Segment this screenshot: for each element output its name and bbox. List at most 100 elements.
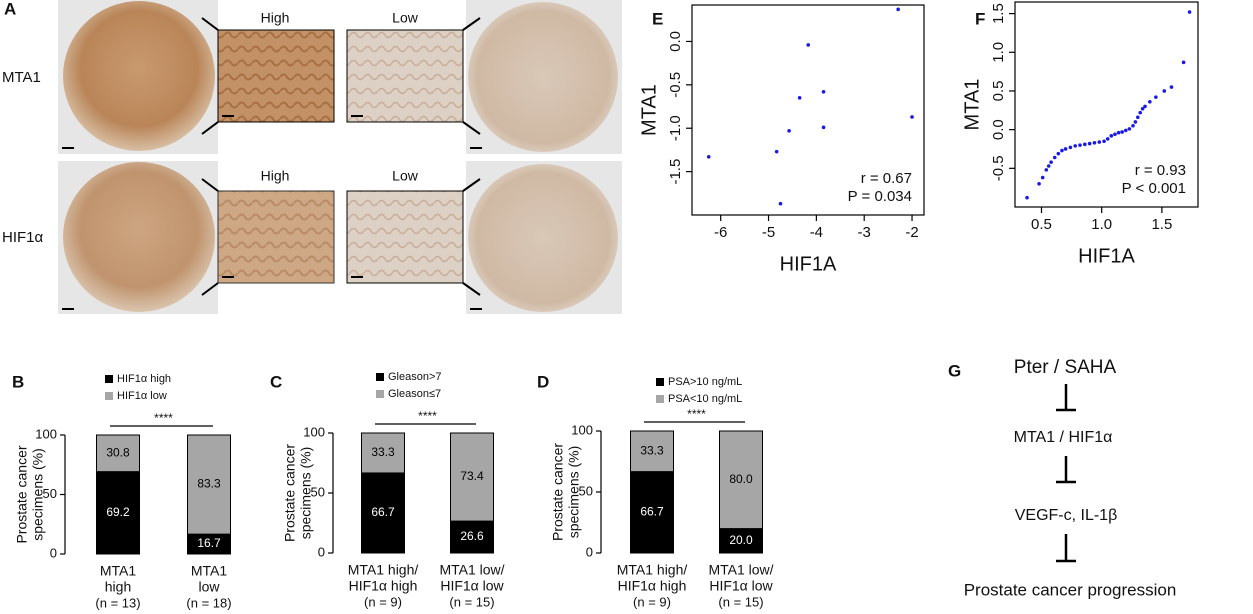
point <box>1052 155 1057 160</box>
value-label: 26.6 <box>460 529 484 543</box>
y-tick-label: 0.0 <box>667 31 684 52</box>
point <box>1105 137 1110 141</box>
zoom-image <box>346 190 464 284</box>
tissue-core <box>468 2 618 152</box>
significance-label: **** <box>687 407 706 421</box>
point <box>778 201 783 206</box>
y-tick-label: 0.0 <box>990 119 1007 140</box>
y-tick-label: -1.0 <box>667 115 684 141</box>
y-axis-label: Prostate cancer <box>550 443 566 541</box>
bar-segment <box>630 430 674 473</box>
tissue-core <box>468 164 618 312</box>
n-label: (n = 9) <box>633 594 671 609</box>
x-tick-label: HIF1α low <box>440 578 504 594</box>
bar-segment <box>719 528 763 554</box>
bar-segment <box>450 432 494 522</box>
bar-segment <box>630 471 674 554</box>
point <box>1102 139 1106 144</box>
x-tick-label: HIF1α high <box>618 578 687 594</box>
point <box>1049 160 1053 164</box>
panel-label: G <box>948 361 961 380</box>
point <box>1097 140 1102 144</box>
point <box>1131 123 1135 128</box>
y-tick-label: 0.5 <box>990 81 1007 102</box>
zoom-image <box>217 29 335 123</box>
point <box>1046 164 1051 168</box>
point <box>910 115 914 119</box>
zoom-label: Low <box>392 10 419 26</box>
plot-frame <box>1014 1 1199 208</box>
x-tick-label: -5 <box>762 224 775 241</box>
annotation: r = 0.93 <box>1135 162 1186 179</box>
legend-label: PSA<10 ng/mL <box>668 393 742 405</box>
point <box>1113 132 1117 137</box>
y-tick-label: 50 <box>311 484 325 499</box>
y-axis-label: specimens (%) <box>566 446 582 539</box>
legend-label: Gleason>7 <box>388 371 442 383</box>
panel-a-images <box>58 0 622 314</box>
row-label: HIF1α <box>2 229 44 246</box>
tissue-core <box>63 162 215 312</box>
x-tick-label: MTA1 high/ <box>348 562 419 578</box>
point <box>1123 128 1128 133</box>
annotation: P = 0.034 <box>848 188 912 205</box>
flow-step: Prostate cancer progression <box>964 580 1177 599</box>
point <box>1162 89 1167 93</box>
point <box>896 7 900 12</box>
point <box>1092 140 1097 145</box>
plot-frame <box>691 4 925 216</box>
value-label: 69.2 <box>106 505 130 519</box>
row-label: MTA1 <box>2 69 41 86</box>
point <box>1136 115 1140 120</box>
point <box>806 43 811 47</box>
x-tick-label: 0.5 <box>1031 216 1052 233</box>
value-label: 73.4 <box>460 469 484 483</box>
x-tick-label: -3 <box>858 224 871 241</box>
point <box>1037 181 1041 186</box>
legend-swatch <box>376 373 384 381</box>
point <box>1154 95 1158 99</box>
legend-label: HIF1α low <box>117 390 167 402</box>
point <box>1056 151 1061 156</box>
value-label: 33.3 <box>640 443 664 457</box>
point <box>797 96 802 100</box>
y-tick-label: -0.5 <box>667 72 684 98</box>
bar-segment <box>187 434 231 535</box>
zoom-label: High <box>261 168 290 184</box>
inhibit-arrow <box>1056 384 1076 563</box>
point <box>1025 195 1029 200</box>
legend-swatch <box>376 390 384 398</box>
n-label: (n = 9) <box>364 594 402 609</box>
point <box>1068 145 1073 150</box>
point <box>1138 110 1143 115</box>
y-tick-label: -0.5 <box>990 155 1007 181</box>
point <box>1181 60 1186 65</box>
x-axis-label: HIF1A <box>780 253 837 275</box>
y-tick-label: 0 <box>586 544 593 559</box>
value-label: 66.7 <box>640 504 664 518</box>
point <box>1087 141 1092 146</box>
x-tick-label: MTA1 <box>100 563 137 579</box>
n-label: (n = 18) <box>186 595 231 610</box>
legend-swatch <box>105 375 113 383</box>
value-label: 20.0 <box>729 533 753 547</box>
x-tick-label: MTA1 high/ <box>617 562 688 578</box>
point <box>821 89 826 94</box>
connector <box>201 17 481 135</box>
connector <box>201 178 481 296</box>
y-tick-label: 0 <box>50 545 57 560</box>
x-tick-label: HIF1α high <box>349 578 418 594</box>
n-label: (n = 15) <box>449 594 494 609</box>
flow-step: VEGF-c, IL-1β <box>1015 507 1118 524</box>
x-tick-label: MTA1 <box>191 563 228 579</box>
point <box>1140 106 1145 111</box>
point <box>1044 168 1049 172</box>
point <box>1148 99 1152 104</box>
y-axis-label: MTA1 <box>961 79 983 131</box>
point <box>1143 104 1147 109</box>
y-axis-label: Prostate cancer <box>14 445 30 543</box>
x-tick-label: -6 <box>714 224 727 241</box>
point <box>706 155 711 159</box>
point <box>1040 175 1045 180</box>
panel-label: E <box>652 9 663 28</box>
